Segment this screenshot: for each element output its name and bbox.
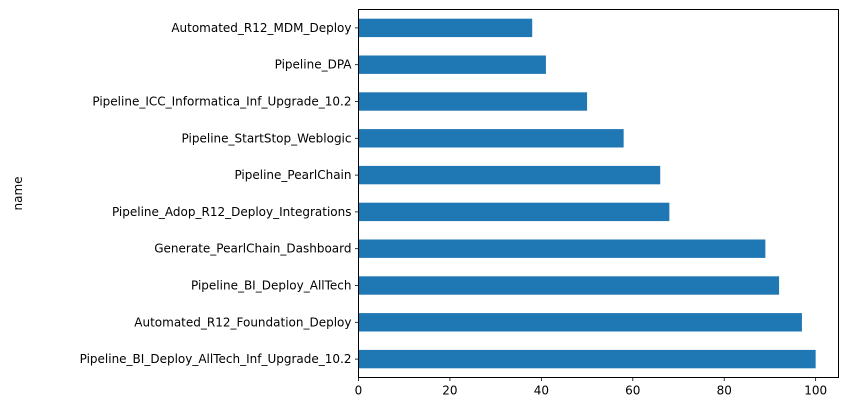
y-tick-label: Pipeline_Adop_R12_Deploy_Integrations: [112, 205, 352, 219]
bar-Pipeline_PearlChain: [358, 165, 661, 185]
bar-Pipeline_Adop_R12_Deploy_Integrations: [358, 202, 670, 222]
bar-Pipeline_BI_Deploy_AllTech_Inf_Upgrade_10.2: [358, 349, 816, 369]
bar-Pipeline_BI_Deploy_AllTech: [358, 276, 780, 295]
bar-Automated_R12_Foundation_Deploy: [358, 313, 802, 332]
y-tick-label: Automated_R12_MDM_Deploy: [171, 21, 351, 35]
bars-group: [358, 18, 816, 369]
bar-Generate_PearlChain_Dashboard: [358, 239, 766, 258]
x-tick-label: 20: [442, 384, 457, 398]
y-tick-label: Automated_R12_Foundation_Deploy: [134, 315, 351, 329]
y-tick-label: Pipeline_PearlChain: [234, 168, 351, 182]
bar-Pipeline_ICC_Informatica_Inf_Upgrade_10.2: [358, 92, 588, 111]
bar-Pipeline_DPA: [358, 55, 546, 74]
x-tick-label: 40: [534, 384, 549, 398]
x-tick-label: 0: [355, 384, 363, 398]
x-axis-ticks: 0 20 40 60 80 100: [355, 377, 827, 398]
y-tick-label: Pipeline_StartStop_Weblogic: [182, 131, 352, 145]
bar-Pipeline_StartStop_Weblogic: [358, 129, 624, 148]
y-tick-label: Pipeline_BI_Deploy_AllTech: [191, 279, 352, 293]
x-tick-label: 80: [717, 384, 732, 398]
plot-frame: [358, 9, 839, 378]
y-tick-label: Generate_PearlChain_Dashboard: [154, 242, 351, 256]
x-tick-label: 60: [625, 384, 640, 398]
y-axis-label: name: [11, 176, 25, 210]
y-tick-label: Pipeline_DPA: [275, 58, 353, 72]
x-tick-label: 100: [804, 384, 827, 398]
y-tick-label: Pipeline_BI_Deploy_AllTech_Inf_Upgrade_1…: [80, 352, 352, 366]
y-axis-ticks: Pipeline_BI_Deploy_AllTech_Inf_Upgrade_1…: [80, 21, 359, 366]
bar-Automated_R12_MDM_Deploy: [358, 18, 533, 38]
y-tick-label: Pipeline_ICC_Informatica_Inf_Upgrade_10.…: [92, 95, 351, 109]
